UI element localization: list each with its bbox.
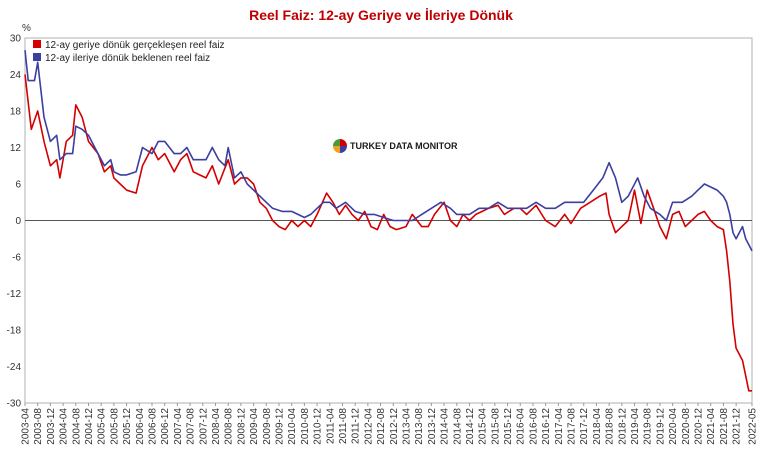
x-tick-label: 2012-04: [363, 408, 374, 445]
x-tick-label: 2007-08: [186, 408, 197, 445]
x-tick-label: 2016-04: [516, 408, 527, 445]
x-tick-label: 2015-04: [478, 408, 489, 445]
x-tick-label: 2022-05: [748, 408, 759, 445]
x-tick-label: 2009-12: [274, 408, 285, 445]
x-tick-label: 2008-08: [224, 408, 235, 445]
legend-label-realized: 12-ay geriye dönük gerçekleşen reel faiz: [45, 40, 225, 51]
series-layer: [24, 50, 753, 392]
x-tick-label: 2005-12: [122, 408, 133, 445]
watermark-logo-icon: [333, 139, 347, 153]
x-tick-label: 2009-04: [249, 408, 260, 445]
x-tick-label: 2011-12: [351, 408, 362, 444]
x-tick-label: 2007-12: [198, 408, 209, 445]
x-tick-label: 2014-12: [465, 408, 476, 445]
x-tick-label: 2021-04: [706, 408, 717, 445]
y-tick-label: 6: [15, 180, 21, 191]
x-tick-label: 2004-12: [84, 408, 95, 445]
x-tick-label: 2008-12: [236, 408, 247, 445]
x-tick-label: 2008-04: [211, 408, 222, 445]
x-tick-label: 2005-08: [109, 408, 120, 445]
y-tick-label: -18: [7, 326, 22, 337]
x-tick-label: 2013-04: [401, 408, 412, 445]
x-tick-label: 2013-08: [414, 408, 425, 445]
x-tick-label: 2017-12: [579, 408, 590, 445]
series-line-expected: [24, 50, 753, 252]
x-tick-label: 2006-12: [160, 408, 171, 445]
x-tick-label: 2018-04: [592, 408, 603, 445]
watermark: TURKEY DATA MONITOR: [333, 139, 458, 153]
x-tick-label: 2011-08: [338, 408, 349, 444]
x-tick-label: 2020-12: [694, 408, 705, 445]
x-tick-label: 2004-08: [71, 408, 82, 445]
legend: 12-ay geriye dönük gerçekleşen reel faiz…: [33, 40, 225, 64]
x-tick-label: 2017-08: [567, 408, 578, 445]
x-tick-label: 2005-04: [97, 408, 108, 445]
x-tick-label: 2012-12: [389, 408, 400, 445]
legend-swatch-realized: [33, 40, 41, 48]
legend-swatch-expected: [33, 53, 41, 61]
y-tick-label: 0: [15, 216, 21, 227]
y-axis: 30 24 18 12 6 0 -6 -12 -18 -24 -30: [7, 34, 22, 410]
y-tick-label: 12: [10, 143, 22, 154]
x-tick-label: 2019-08: [643, 408, 654, 445]
y-tick-label: 30: [10, 34, 22, 45]
x-tick-label: 2010-04: [287, 408, 298, 445]
x-tick-label: 2015-08: [490, 408, 501, 445]
legend-label-expected: 12-ay ileriye dönük beklenen reel faiz: [45, 53, 210, 64]
x-tick-label: 2011-04: [325, 408, 336, 444]
x-tick-label: 2020-04: [668, 408, 679, 445]
x-tick-label: 2010-08: [300, 408, 311, 445]
x-tick-label: 2016-08: [528, 408, 539, 445]
x-tick-label: 2018-08: [605, 408, 616, 445]
y-tick-label: 24: [10, 70, 22, 81]
y-tick-label: -24: [7, 362, 22, 373]
x-tick-label: 2003-04: [21, 408, 32, 445]
x-tick-label: 2019-12: [655, 408, 666, 445]
x-tick-label: 2019-04: [630, 408, 641, 445]
watermark-text: TURKEY DATA MONITOR: [350, 141, 458, 151]
y-axis-unit: %: [22, 23, 31, 34]
x-tick-label: 2003-12: [46, 408, 57, 445]
x-tick-label: 2012-08: [376, 408, 387, 445]
x-axis: 2003-04 2003-08 2003-12 2004-04 2004-08 2004-…: [21, 403, 759, 445]
y-tick-label: -30: [7, 399, 22, 410]
x-tick-label: 2021-12: [732, 408, 743, 445]
y-tick-label: -12: [7, 289, 22, 300]
x-tick-label: 2006-04: [135, 408, 146, 445]
x-tick-label: 2016-12: [541, 408, 552, 445]
y-tick-label: 18: [10, 107, 22, 118]
x-tick-label: 2015-12: [503, 408, 514, 445]
x-tick-label: 2017-04: [554, 408, 565, 445]
y-tick-label: -6: [12, 253, 21, 264]
x-tick-label: 2018-12: [617, 408, 628, 445]
x-tick-label: 2010-12: [313, 408, 324, 445]
x-tick-label: 2014-08: [452, 408, 463, 445]
x-tick-label: 2004-04: [59, 408, 70, 445]
x-tick-label: 2020-08: [681, 408, 692, 445]
chart-title: Reel Faiz: 12-ay Geriye ve İleriye Dönük: [249, 7, 513, 23]
x-tick-label: 2013-12: [427, 408, 438, 445]
x-tick-label: 2021-08: [719, 408, 730, 445]
x-tick-label: 2006-08: [147, 408, 158, 445]
x-tick-label: 2014-04: [440, 408, 451, 445]
x-tick-label: 2009-08: [262, 408, 273, 445]
x-tick-label: 2003-08: [33, 408, 44, 445]
x-tick-label: 2007-04: [173, 408, 184, 445]
series-line-realized: [24, 74, 752, 392]
